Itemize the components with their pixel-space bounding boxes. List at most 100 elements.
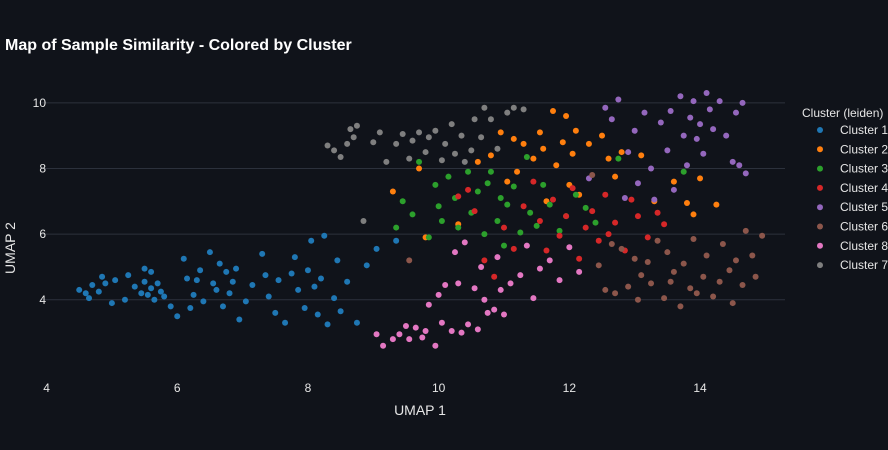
data-point bbox=[690, 98, 697, 105]
data-point bbox=[324, 142, 331, 149]
data-point bbox=[514, 168, 521, 175]
data-point bbox=[716, 278, 723, 285]
data-point bbox=[510, 245, 517, 252]
data-point bbox=[275, 277, 282, 284]
data-point bbox=[353, 122, 360, 129]
data-point bbox=[638, 272, 645, 279]
data-point bbox=[219, 303, 226, 310]
data-point bbox=[331, 295, 338, 302]
data-point bbox=[125, 272, 132, 279]
data-point bbox=[667, 108, 674, 115]
data-point bbox=[465, 168, 472, 175]
data-points bbox=[76, 89, 766, 349]
x-tick-label: 10 bbox=[432, 381, 446, 395]
data-point bbox=[517, 229, 524, 236]
y-tick-label: 8 bbox=[39, 161, 46, 175]
data-point bbox=[481, 104, 488, 111]
data-point bbox=[383, 158, 390, 165]
data-point bbox=[569, 150, 576, 157]
data-point bbox=[500, 242, 507, 249]
data-point bbox=[687, 114, 694, 121]
data-point bbox=[500, 311, 507, 318]
data-point bbox=[373, 331, 380, 338]
data-point bbox=[559, 139, 566, 146]
data-point bbox=[736, 162, 743, 169]
data-point bbox=[304, 267, 311, 274]
legend-item-cluster-7[interactable]: Cluster 7 bbox=[817, 258, 888, 272]
data-point bbox=[458, 329, 465, 336]
legend-item-cluster-5[interactable]: Cluster 5 bbox=[817, 200, 888, 214]
series-cluster-7 bbox=[324, 104, 527, 224]
series-cluster-6 bbox=[406, 172, 766, 310]
data-point bbox=[648, 165, 655, 172]
legend-item-cluster-3[interactable]: Cluster 3 bbox=[817, 162, 888, 176]
y-tick-label: 6 bbox=[39, 227, 46, 241]
data-point bbox=[402, 323, 409, 330]
data-point bbox=[399, 198, 406, 205]
data-point bbox=[412, 324, 419, 331]
data-point bbox=[710, 293, 717, 300]
legend-marker bbox=[817, 146, 823, 153]
data-point bbox=[409, 137, 416, 144]
legend-item-cluster-2[interactable]: Cluster 2 bbox=[817, 142, 888, 156]
data-point bbox=[553, 162, 560, 169]
data-point bbox=[259, 250, 266, 257]
data-point bbox=[664, 249, 671, 256]
data-point bbox=[291, 254, 298, 261]
data-point bbox=[393, 140, 400, 147]
data-point bbox=[432, 342, 439, 349]
data-point bbox=[612, 219, 619, 226]
x-tick-label: 4 bbox=[43, 381, 50, 395]
data-point bbox=[337, 153, 344, 160]
legend-item-cluster-8[interactable]: Cluster 8 bbox=[817, 239, 888, 253]
data-point bbox=[121, 296, 128, 303]
data-point bbox=[703, 89, 710, 96]
data-point bbox=[432, 181, 439, 188]
data-point bbox=[582, 204, 589, 211]
data-point bbox=[187, 304, 194, 311]
data-point bbox=[151, 296, 158, 303]
data-point bbox=[556, 277, 563, 284]
data-point bbox=[455, 224, 462, 231]
y-tick-labels: 4 6 8 10 bbox=[33, 96, 47, 307]
data-point bbox=[363, 262, 370, 269]
data-point bbox=[376, 129, 383, 136]
data-point bbox=[262, 272, 269, 279]
data-point bbox=[308, 237, 315, 244]
data-point bbox=[458, 132, 465, 139]
data-point bbox=[517, 272, 524, 279]
data-point bbox=[249, 282, 256, 289]
data-point bbox=[478, 134, 485, 141]
data-point bbox=[337, 308, 344, 315]
data-point bbox=[484, 309, 491, 316]
data-point bbox=[438, 157, 445, 164]
series-cluster-4 bbox=[455, 178, 668, 280]
data-point bbox=[595, 237, 602, 244]
data-point bbox=[546, 257, 553, 264]
data-point bbox=[236, 316, 243, 323]
x-tick-label: 12 bbox=[563, 381, 577, 395]
legend-item-cluster-1[interactable]: Cluster 1 bbox=[817, 123, 888, 137]
data-point bbox=[530, 178, 537, 185]
data-point bbox=[732, 257, 739, 264]
data-point bbox=[138, 290, 145, 297]
data-point bbox=[693, 135, 700, 142]
legend-item-cluster-4[interactable]: Cluster 4 bbox=[817, 181, 888, 195]
data-point bbox=[625, 149, 632, 156]
data-point bbox=[478, 263, 485, 270]
data-point bbox=[713, 201, 720, 208]
data-point bbox=[716, 98, 723, 105]
legend-item-cluster-6[interactable]: Cluster 6 bbox=[817, 220, 888, 234]
data-point bbox=[435, 291, 442, 298]
data-point bbox=[644, 234, 651, 241]
data-point bbox=[190, 291, 197, 298]
legend[interactable]: Cluster (leiden) Cluster 1 Cluster 2 Clust… bbox=[802, 106, 888, 272]
data-point bbox=[690, 236, 697, 243]
data-point bbox=[661, 221, 668, 228]
data-point bbox=[677, 303, 684, 310]
data-point bbox=[497, 286, 504, 293]
data-point bbox=[693, 290, 700, 297]
x-axis-title: UMAP 1 bbox=[394, 402, 446, 418]
data-point bbox=[295, 286, 302, 293]
